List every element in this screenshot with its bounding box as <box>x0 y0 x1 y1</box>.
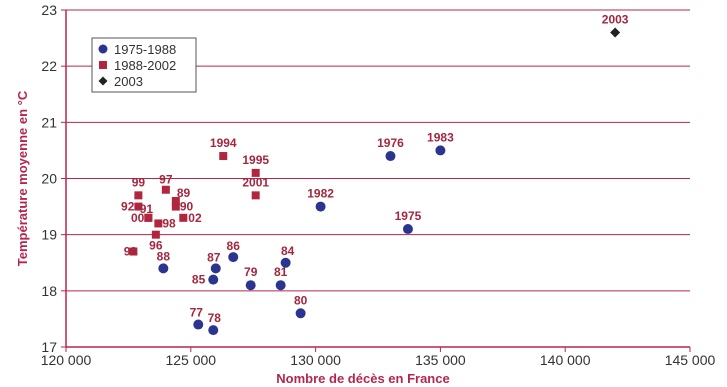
y-axis-title: Température moyenne en °C <box>15 90 30 266</box>
point-90 <box>171 202 180 211</box>
legend-marker-circle <box>98 44 108 54</box>
x-tick-label: 145 000 <box>665 352 716 368</box>
point-label-84: 84 <box>281 244 295 258</box>
point-label-1976: 1976 <box>377 136 404 150</box>
point-85 <box>208 274 219 285</box>
point-label-1994: 1994 <box>210 136 237 150</box>
y-tick-label: 20 <box>41 171 57 187</box>
point-label-1975: 1975 <box>395 209 422 223</box>
point-label-2003: 2003 <box>602 12 629 26</box>
point-label-81: 81 <box>274 265 288 279</box>
point-00 <box>144 213 153 222</box>
legend-label: 1988-2002 <box>114 58 176 73</box>
point-label-96: 96 <box>149 239 163 253</box>
x-tick-label: 120 000 <box>41 352 92 368</box>
point-86 <box>228 252 239 263</box>
point-78 <box>208 325 219 336</box>
y-tick-labels: 17 18 19 20 21 22 23 <box>41 2 57 355</box>
point-1982 <box>315 201 326 212</box>
point-label-93: 93 <box>124 245 138 259</box>
point-96 <box>151 230 160 239</box>
point-label-91: 91 <box>140 202 154 216</box>
point-label-89: 89 <box>177 186 191 200</box>
x-tick-labels: 120 000 125 000 130 000 135 000 140 000 145 0… <box>41 352 716 368</box>
x-tick-label: 125 000 <box>165 352 216 368</box>
y-tick-label: 23 <box>41 2 57 18</box>
point-label-1983: 1983 <box>427 130 454 144</box>
point-label-99: 99 <box>132 175 146 189</box>
point-2001 <box>251 191 260 200</box>
point-1995 <box>251 168 260 177</box>
point-label-1982: 1982 <box>307 187 334 201</box>
point-label-92: 92 <box>121 200 135 214</box>
point-80 <box>295 308 306 319</box>
axes <box>61 9 691 352</box>
point-label-85: 85 <box>192 273 206 287</box>
point-1975 <box>402 224 413 235</box>
point-89 <box>171 196 180 205</box>
y-tick-label: 22 <box>41 58 57 74</box>
x-axis-title: Nombre de décès en France <box>276 371 449 386</box>
x-tick-label: 130 000 <box>290 352 341 368</box>
point-84 <box>280 257 291 268</box>
x-tick-label: 135 000 <box>415 352 466 368</box>
y-tick-label: 17 <box>41 339 57 355</box>
point-81 <box>275 280 286 291</box>
point-2003 <box>610 27 621 38</box>
point-label-80: 80 <box>294 293 308 307</box>
point-label-78: 78 <box>208 311 222 325</box>
point-92 <box>134 202 143 211</box>
point-77 <box>193 319 204 330</box>
legend-marker-diamond <box>98 76 108 86</box>
point-87 <box>210 263 221 274</box>
point-1994 <box>219 152 228 161</box>
x-tick-label: 140 000 <box>540 352 591 368</box>
point-97 <box>161 185 170 194</box>
point-label-02: 02 <box>188 211 202 225</box>
point-label-86: 86 <box>227 239 241 253</box>
y-tick-label: 18 <box>41 283 57 299</box>
point-label-77: 77 <box>190 306 204 320</box>
legend-box <box>91 37 197 93</box>
y-tick-label: 19 <box>41 227 57 243</box>
point-label-97: 97 <box>159 173 173 187</box>
point-1983 <box>435 145 446 156</box>
point-02 <box>179 213 188 222</box>
point-88 <box>158 263 169 274</box>
point-79 <box>245 280 256 291</box>
point-label-98: 98 <box>162 216 176 230</box>
point-label-2001: 2001 <box>242 175 269 189</box>
point-1976 <box>385 151 396 162</box>
point-label-00: 00 <box>131 211 145 225</box>
point-93 <box>129 247 138 256</box>
point-label-79: 79 <box>244 265 258 279</box>
legend-marker-square <box>99 61 107 69</box>
point-label-87: 87 <box>207 250 221 264</box>
point-label-88: 88 <box>157 249 171 263</box>
legend-label: 2003 <box>114 74 143 89</box>
legend-label: 1975-1988 <box>114 42 176 57</box>
point-label-90: 90 <box>180 200 194 214</box>
point-99 <box>134 191 143 200</box>
point-labels: 1975 1976 77 78 79 80 81 1982 1983 84 85 86 87 88 8990… <box>121 12 629 325</box>
y-tick-label: 21 <box>41 114 57 130</box>
point-98 <box>154 219 163 228</box>
point-label-1995: 1995 <box>242 153 269 167</box>
data-points <box>129 27 621 336</box>
